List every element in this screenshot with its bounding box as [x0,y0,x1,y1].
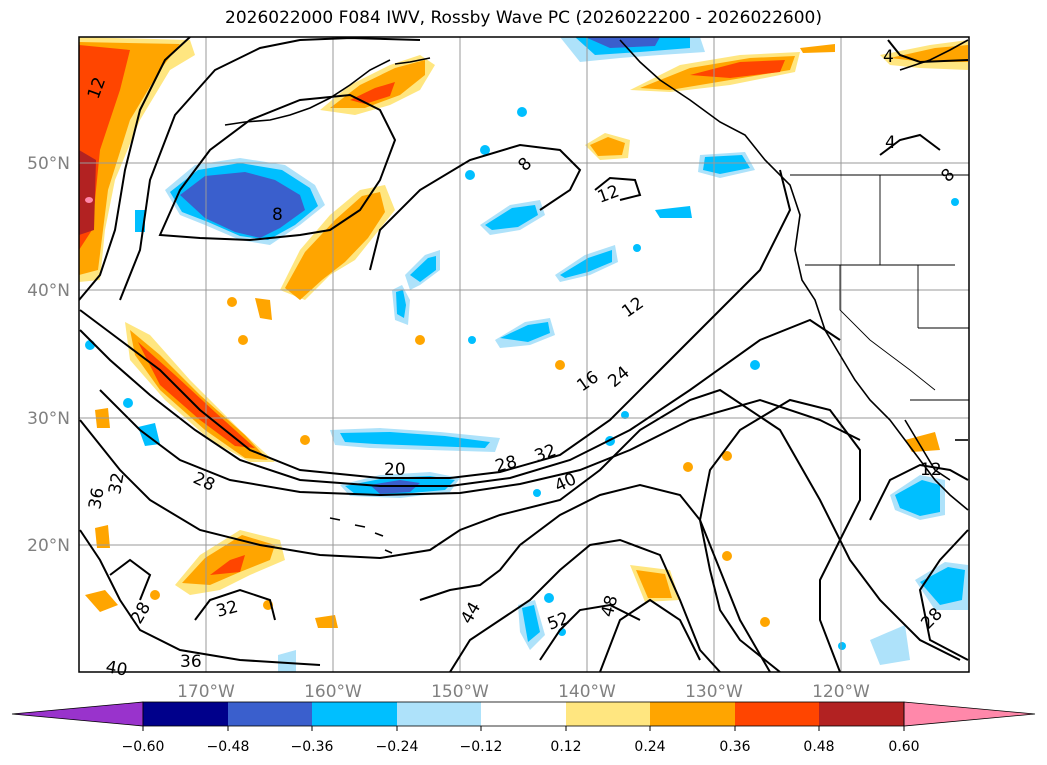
lat-label-30n: 30°N [27,409,70,429]
contour-label: 36 [180,652,202,672]
map-title: 2026022000 F084 IWV, Rossby Wave PC (202… [225,8,822,28]
colorbar-segment [397,702,481,726]
colorbar: −0.60 −0.48 −0.36 −0.24 −0.12 0.12 0.24 … [11,701,1036,755]
coastlines [224,39,969,554]
lon-label-120w: 120°W [812,682,870,702]
lat-label-40n: 40°N [27,281,70,301]
lon-label-150w: 150°W [431,682,489,702]
contour-lines [79,37,969,672]
colorbar-ticks [142,726,905,731]
contour-label: 4 [883,47,894,67]
lon-label-130w: 130°W [685,682,743,702]
colorbar-tick-label: 0.24 [634,739,665,755]
colorbar-tick-label: −0.60 [122,739,165,755]
colorbar-tick-label: −0.48 [207,739,250,755]
colorbar-segment [143,702,228,726]
contour-label: 8 [272,205,283,225]
colorbar-tick-label: 0.12 [550,739,581,755]
colorbar-segment [566,702,650,726]
lat-label-50n: 50°N [27,154,70,174]
colorbar-tick-label: −0.36 [291,739,334,755]
gridlines [79,37,969,672]
plot-frame [78,36,970,673]
lat-labels: 20°N 30°N 40°N 50°N [27,154,70,556]
lon-label-160w: 160°W [304,682,362,702]
colorbar-segment [481,702,566,726]
contour-label: 12 [920,460,942,480]
colorbar-segment [312,702,397,726]
colorbar-tick-label: −0.12 [460,739,503,755]
lon-label-140w: 140°W [558,682,616,702]
lon-labels: 170°W 160°W 150°W 140°W 130°W 120°W [177,682,870,702]
state-borders [790,174,969,401]
colorbar-segment-max-extension [903,701,1036,727]
contour-label: 36 [85,486,108,511]
contour-label: 40 [104,657,129,680]
lat-label-20n: 20°N [27,536,70,556]
colorbar-segment [650,702,735,726]
colorbar-segment [819,702,904,726]
contour-label: 4 [885,133,896,153]
colorbar-tick-label: −0.24 [376,739,419,755]
lon-label-170w: 170°W [177,682,235,702]
colorbar-segment [228,702,312,726]
colorbar-tick-label: 0.48 [803,739,834,755]
contour-label: 20 [384,460,406,480]
contour-label: 32 [105,471,128,496]
colorbar-segment-min-extension [11,701,144,727]
colorbar-frame [142,701,905,727]
colorbar-tick-label: 0.36 [719,739,750,755]
colorbar-segment [735,702,819,726]
colorbar-tick-label: 0.60 [888,739,919,755]
